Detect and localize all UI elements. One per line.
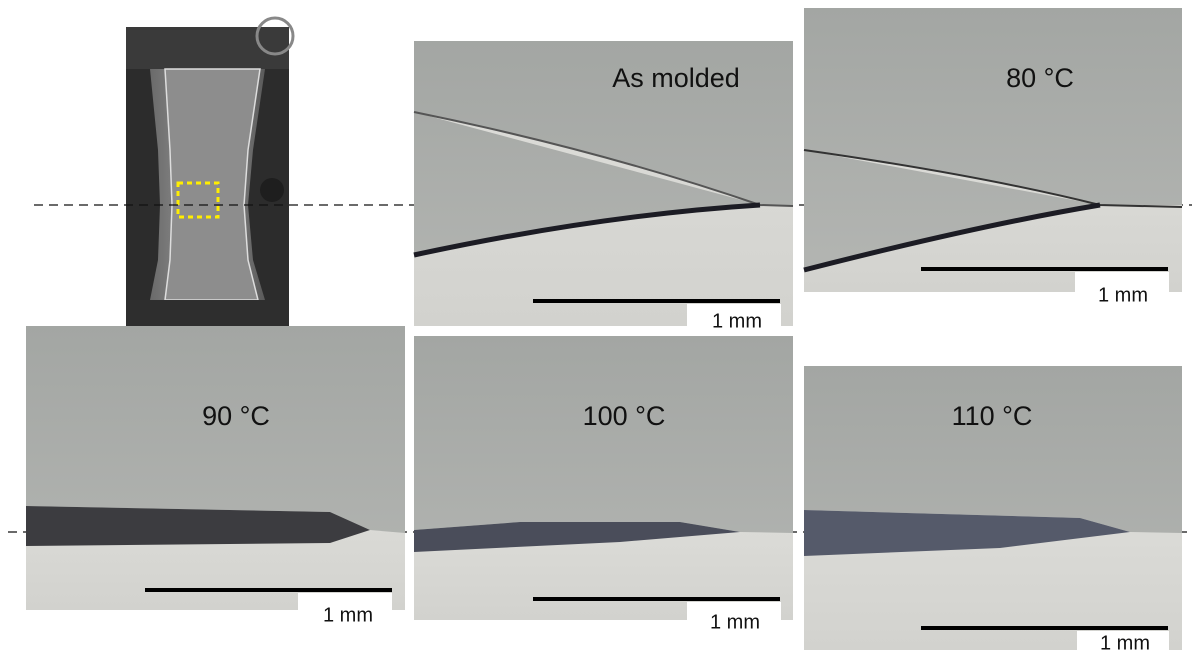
micrograph: 80 °C 1 mm bbox=[804, 8, 1182, 306]
panel-label: 90 °C bbox=[202, 401, 270, 431]
specimen-photo bbox=[126, 18, 293, 326]
scale-label: 1 mm bbox=[1100, 632, 1150, 654]
panel-label: 80 °C bbox=[1006, 63, 1074, 93]
scale-label: 1 mm bbox=[710, 611, 760, 633]
panel-label: 110 °C bbox=[952, 401, 1033, 431]
micrograph: 100 °C 1 mm bbox=[414, 336, 793, 633]
scale-label: 1 mm bbox=[323, 604, 373, 626]
scale-label: 1 mm bbox=[712, 310, 762, 332]
micrograph: 110 °C 1 mm bbox=[804, 366, 1182, 654]
figure: As molded 1 mm 80 °C 1 mm 90 °C 1 mm 100… bbox=[0, 0, 1192, 655]
panel-label: As molded bbox=[612, 63, 740, 93]
micrograph: 90 °C 1 mm bbox=[26, 326, 405, 626]
scale-label: 1 mm bbox=[1098, 284, 1148, 306]
micrograph: As molded 1 mm bbox=[414, 41, 793, 332]
panel-label: 100 °C bbox=[583, 401, 666, 431]
